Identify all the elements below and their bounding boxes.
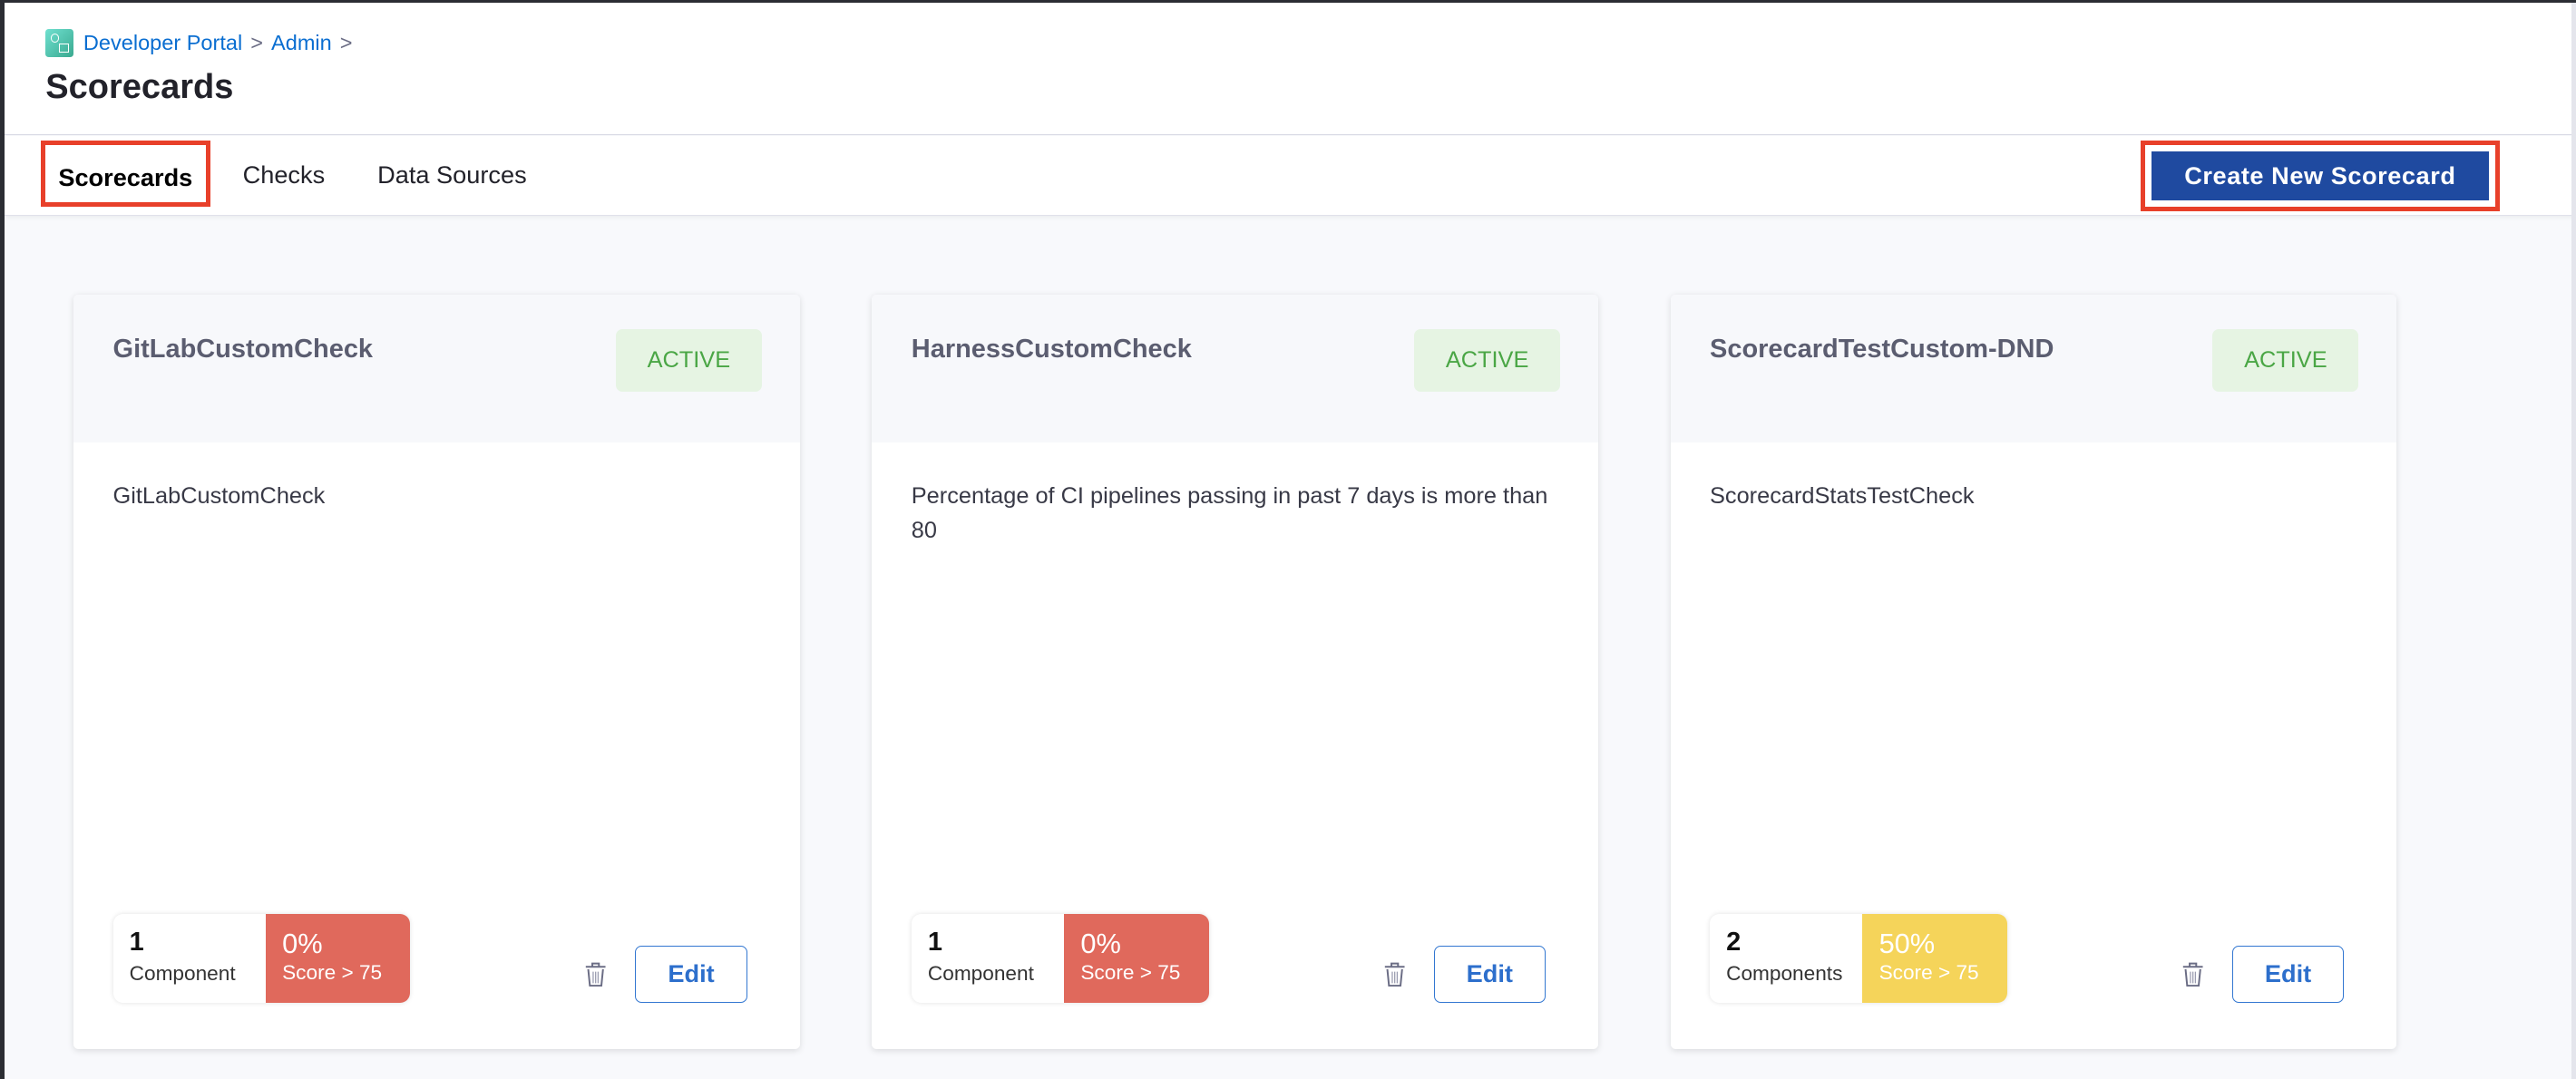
score-threshold: Score > 75 bbox=[1878, 961, 1979, 985]
component-count-label: Component bbox=[129, 962, 236, 986]
tab-bar: Scorecards Checks Data Sources Create Ne… bbox=[5, 135, 2576, 216]
component-count-value: 1 bbox=[927, 927, 943, 957]
scorecard-stats: 1 Component 0% Score > 75 bbox=[112, 914, 411, 1003]
breadcrumb-developer-portal[interactable]: Developer Portal bbox=[83, 30, 243, 54]
score-threshold: Score > 75 bbox=[282, 961, 383, 985]
card-header: GitLabCustomCheck ACTIVE bbox=[73, 295, 800, 443]
score-value: 0% bbox=[1080, 927, 1121, 959]
scrollbar[interactable] bbox=[2571, 3, 2576, 1079]
tab-checks[interactable]: Checks bbox=[242, 160, 326, 189]
component-count-label: Components bbox=[1726, 962, 1843, 986]
score-box: 0% Score > 75 bbox=[265, 914, 411, 1003]
tab-scorecards[interactable]: Scorecards bbox=[40, 141, 210, 207]
score-value: 50% bbox=[1878, 927, 1936, 959]
breadcrumb-admin[interactable]: Admin bbox=[271, 30, 332, 54]
edit-button[interactable]: Edit bbox=[2231, 945, 2345, 1004]
developer-portal-logo-icon bbox=[45, 28, 74, 57]
status-badge: ACTIVE bbox=[1414, 329, 1561, 393]
score-box: 0% Score > 75 bbox=[1064, 914, 1209, 1003]
trash-icon[interactable] bbox=[1383, 960, 1406, 988]
scorecard-name[interactable]: HarnessCustomCheck bbox=[911, 334, 1192, 364]
scorecard-description: Percentage of CI pipelines passing in pa… bbox=[911, 483, 1548, 544]
scorecard-name[interactable]: GitLabCustomCheck bbox=[112, 334, 374, 364]
component-count: 2 Components bbox=[1710, 914, 1863, 1003]
chevron-right-icon: > bbox=[339, 30, 353, 54]
scorecard-stats: 2 Components 50% Score > 75 bbox=[1710, 914, 2007, 1003]
trash-icon[interactable] bbox=[2181, 960, 2204, 988]
score-threshold: Score > 75 bbox=[1080, 961, 1181, 985]
scorecard-stats: 1 Component 0% Score > 75 bbox=[911, 914, 1209, 1003]
scorecard-name[interactable]: ScorecardTestCustom-DND bbox=[1710, 334, 2054, 364]
scorecard-card[interactable]: GitLabCustomCheck ACTIVE GitLabCustomChe… bbox=[73, 295, 800, 1049]
card-header: ScorecardTestCustom-DND ACTIVE bbox=[1670, 295, 2397, 443]
status-badge: ACTIVE bbox=[615, 329, 762, 393]
tab-data-sources[interactable]: Data Sources bbox=[377, 160, 527, 189]
edit-button[interactable]: Edit bbox=[1433, 945, 1546, 1004]
score-box: 50% Score > 75 bbox=[1862, 914, 2007, 1003]
card-header: HarnessCustomCheck ACTIVE bbox=[872, 295, 1598, 443]
status-badge: ACTIVE bbox=[2212, 329, 2359, 393]
scorecard-card[interactable]: HarnessCustomCheck ACTIVE Percentage of … bbox=[872, 295, 1598, 1049]
create-new-scorecard-button[interactable]: Create New Scorecard bbox=[2151, 151, 2489, 200]
component-count-label: Component bbox=[927, 962, 1034, 986]
create-button-highlight: Create New Scorecard bbox=[2140, 141, 2501, 211]
chevron-right-icon: > bbox=[250, 30, 263, 54]
component-count: 1 Component bbox=[112, 914, 266, 1003]
page-title: Scorecards bbox=[45, 68, 234, 107]
page-header: Developer Portal > Admin > Scorecards bbox=[5, 3, 2576, 135]
breadcrumb: Developer Portal > Admin > bbox=[45, 28, 360, 57]
scorecard-description: GitLabCustomCheck bbox=[112, 483, 326, 510]
component-count-value: 2 bbox=[1726, 927, 1742, 957]
component-count: 1 Component bbox=[911, 914, 1065, 1003]
score-value: 0% bbox=[282, 927, 323, 959]
scorecard-card[interactable]: ScorecardTestCustom-DND ACTIVE Scorecard… bbox=[1670, 295, 2397, 1049]
edit-button[interactable]: Edit bbox=[635, 945, 747, 1004]
scorecard-description: ScorecardStatsTestCheck bbox=[1710, 483, 1975, 510]
trash-icon[interactable] bbox=[584, 960, 607, 988]
component-count-value: 1 bbox=[129, 927, 144, 957]
